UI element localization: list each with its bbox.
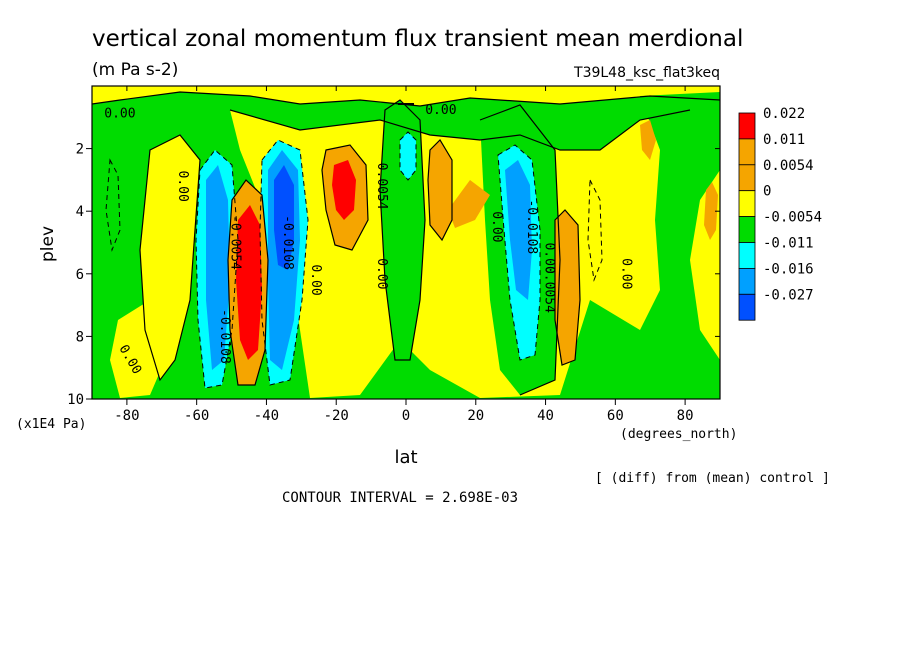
x-tick-label: 80 xyxy=(677,408,694,424)
contour-label: -0.0108 xyxy=(280,215,295,270)
colorbar-swatch xyxy=(738,267,756,295)
diff-note: [ (diff) from (mean) control ] xyxy=(595,471,830,486)
field-orange-70n xyxy=(704,182,718,240)
colorbar-swatch xyxy=(738,138,756,166)
chart-title: vertical zonal momentum flux transient m… xyxy=(92,26,743,52)
x-axis-label: lat xyxy=(394,447,417,468)
contour-label: 0.00 xyxy=(425,103,456,118)
colorbar-label: -0.011 xyxy=(763,236,814,252)
contour-interval: CONTOUR INTERVAL = 2.698E-03 xyxy=(282,490,518,506)
colorbar-label: -0.027 xyxy=(763,287,814,303)
field-orange-nh xyxy=(555,210,580,365)
contour-label: 0.00 xyxy=(489,211,504,242)
colorbar-label: -0.0054 xyxy=(763,210,822,226)
field-orange-15n-b xyxy=(448,180,490,228)
x-tick-label: 60 xyxy=(607,408,624,424)
colorbar-label: 0.0054 xyxy=(763,158,814,174)
x-tick-label: -60 xyxy=(184,408,209,424)
contour-label: -0.0108 xyxy=(217,309,232,364)
field-orange-15n xyxy=(428,140,452,240)
field-red-20s xyxy=(332,160,356,220)
contour-label: 0.00 xyxy=(374,258,389,289)
contour-dashed-line xyxy=(259,139,309,386)
contour-dashed-line xyxy=(587,179,603,282)
field-deepblue-sh2 xyxy=(274,165,294,270)
field-yellow-top xyxy=(92,86,720,106)
y-tick-label: 8 xyxy=(76,329,84,345)
contour-zero-line xyxy=(139,134,201,382)
contour-label: -0.0108 xyxy=(524,199,539,254)
contour-zero-line xyxy=(321,144,369,251)
contour-label: 0.0054 xyxy=(374,163,389,210)
contour-field xyxy=(92,86,720,399)
contour-label: 0.0054 xyxy=(542,266,557,313)
contour-dashed-line xyxy=(195,149,239,389)
field-orange-65n xyxy=(640,120,656,160)
contour-zero-line xyxy=(479,104,561,396)
colorbar: 0.022 0.011 0.0054 0 -0.0054 -0.011 -0.016 -0.0… xyxy=(738,106,822,321)
colorbar-swatch xyxy=(738,216,756,243)
x-tick-label: -40 xyxy=(254,408,279,424)
x-tick-label: 0 xyxy=(402,408,410,424)
contour-label: 0.00 xyxy=(308,264,323,295)
x-tick-label: -80 xyxy=(114,408,139,424)
y-axis-label: plev xyxy=(38,226,58,262)
x-tick-label: 40 xyxy=(537,408,554,424)
colorbar-swatch xyxy=(738,242,756,269)
contour-zero-line xyxy=(379,99,426,361)
contour-zero-line xyxy=(92,91,720,107)
field-blue-sh1 xyxy=(206,165,230,370)
y-axis-units: (x1E4 Pa) xyxy=(16,417,86,432)
run-name: T39L48_ksc_flat3keq xyxy=(573,65,720,81)
field-yellow-southwest xyxy=(110,300,165,398)
colorbar-label: 0 xyxy=(763,184,771,200)
x-axis: -80 -60 -40 -20 0 20 40 60 80 xyxy=(114,86,694,424)
colorbar-swatch xyxy=(738,190,756,217)
contour-label: 0.00 xyxy=(542,242,557,273)
y-tick-label: 10 xyxy=(67,392,84,408)
colorbar-swatch xyxy=(738,293,756,321)
colorbar-swatch xyxy=(738,164,756,192)
contour-label: 0.00 xyxy=(175,171,190,202)
contour-dashed-line xyxy=(105,158,121,252)
y-tick-label: 2 xyxy=(76,142,84,158)
y-tick-label: 6 xyxy=(76,267,84,283)
contour-label: -0.0054 xyxy=(228,215,243,270)
y-axis: 2 4 6 8 10 xyxy=(67,142,720,408)
contour-zero-line xyxy=(229,109,691,151)
y-tick-label: 4 xyxy=(76,204,84,220)
contour-labels: 0.00 0.000.000.00 0.000.000.00 0.000.000.00… xyxy=(104,103,633,377)
contour-dashed-line xyxy=(399,131,417,181)
colorbar-label: -0.016 xyxy=(763,261,814,277)
field-blue-nh xyxy=(505,160,532,300)
contour-label: 0.00 xyxy=(618,258,633,289)
x-axis-units: (degrees_north) xyxy=(620,427,737,442)
colorbar-label: 0.022 xyxy=(763,106,805,122)
colorbar-swatch xyxy=(738,112,756,140)
field-green-north xyxy=(600,92,720,399)
contour-zero-line xyxy=(427,139,453,242)
field-cyan-equator xyxy=(400,132,416,180)
field-red-sh xyxy=(236,205,262,360)
chart-units: (m Pa s-2) xyxy=(92,60,178,80)
x-tick-label: 20 xyxy=(467,408,484,424)
contour-dashed-line xyxy=(497,144,541,361)
contour-zero-line xyxy=(554,209,581,366)
field-green-northeast xyxy=(596,340,660,399)
colorbar-label: 0.011 xyxy=(763,132,805,148)
x-tick-label: -20 xyxy=(324,408,349,424)
contour-zero-line xyxy=(227,179,269,386)
contour-label: 0.00 xyxy=(104,106,135,121)
